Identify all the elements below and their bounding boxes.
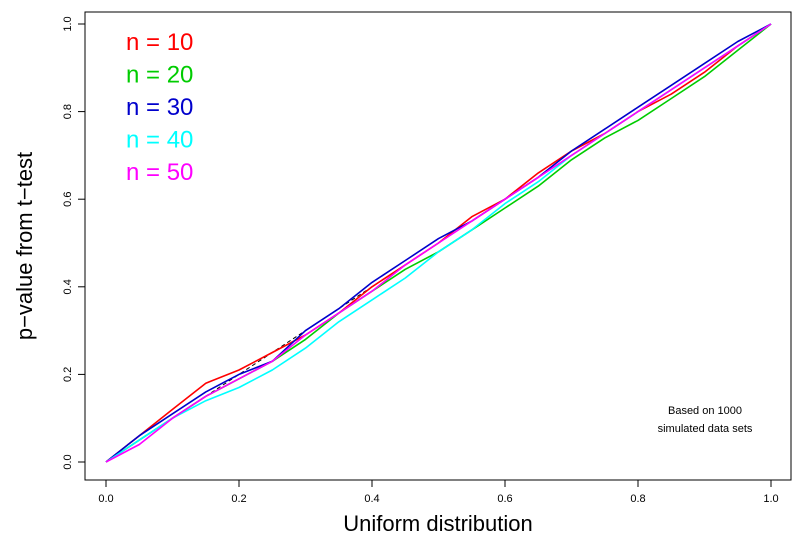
series-lines: [105, 23, 772, 463]
plot-frame: [84, 11, 792, 481]
x-tick-label: 0.2: [231, 493, 246, 505]
annotation-line-2: simulated data sets: [658, 423, 753, 435]
x-tick-label: 0.0: [98, 493, 113, 505]
series-line-3: [105, 23, 772, 463]
y-tick-label: 0.8: [62, 104, 74, 119]
y-axis: 0.0 0.2 0.4 0.6 0.8 1.0: [62, 16, 85, 470]
legend-entry-1: n = 10: [126, 29, 193, 56]
y-tick-label: 0.2: [62, 367, 74, 382]
y-tick-label: 1.0: [62, 16, 74, 31]
x-tick-label: 0.4: [364, 493, 379, 505]
legend-entry-2: n = 20: [126, 62, 193, 89]
legend-entry-5: n = 50: [126, 159, 193, 186]
legend-entry-4: n = 40: [126, 127, 193, 154]
x-axis-title: Uniform distribution: [343, 511, 533, 536]
legend-entry-3: n = 30: [126, 94, 193, 121]
annotation-line-1: Based on 1000: [668, 405, 742, 417]
series-line-5: [105, 23, 772, 463]
x-tick-label: 0.8: [630, 493, 645, 505]
y-tick-label: 0.4: [62, 279, 74, 294]
legend: n = 10 n = 20 n = 30 n = 40 n = 50: [126, 29, 193, 186]
y-tick-label: 0.6: [62, 192, 74, 207]
y-tick-label: 0.0: [62, 454, 74, 469]
x-tick-label: 1.0: [763, 493, 778, 505]
y-axis-title: p−value from t−test: [12, 152, 37, 340]
x-tick-label: 0.6: [497, 493, 512, 505]
x-axis: 0.0 0.2 0.4 0.6 0.8 1.0: [98, 480, 779, 505]
